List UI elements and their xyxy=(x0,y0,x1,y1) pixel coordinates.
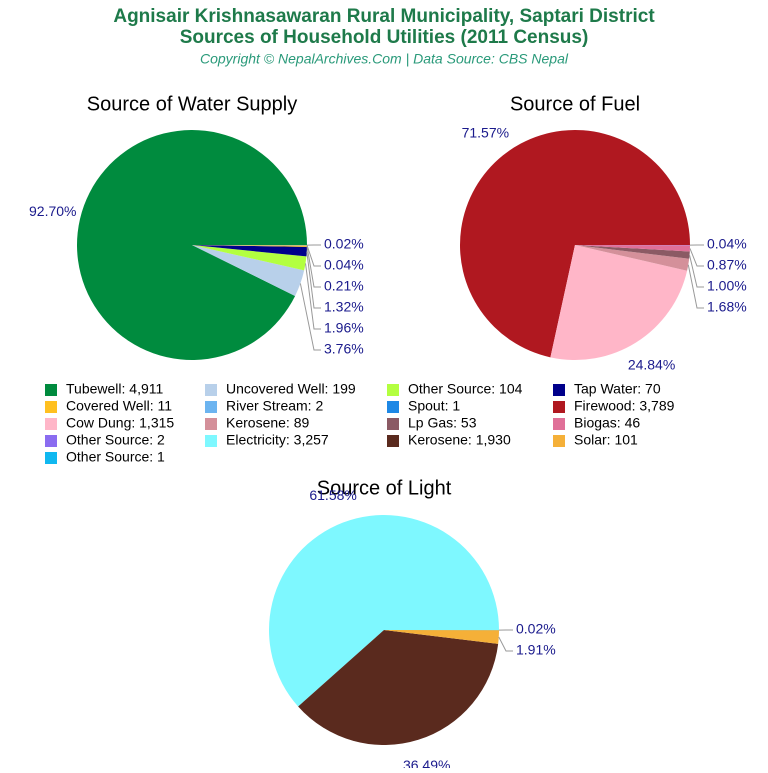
legend-label: Other Source: 1 xyxy=(66,449,165,465)
legend-swatch xyxy=(387,435,399,447)
legend-swatch xyxy=(45,452,57,464)
pie-title: Source of Fuel xyxy=(510,93,640,115)
legend-label: Tap Water: 70 xyxy=(574,381,661,397)
percent-label: 1.91% xyxy=(516,642,556,658)
legend-label: Uncovered Well: 199 xyxy=(226,381,356,397)
legend-swatch xyxy=(45,435,57,447)
legend-swatch xyxy=(387,401,399,413)
legend-swatch xyxy=(387,418,399,430)
legend-swatch xyxy=(45,418,57,430)
legend-label: Firewood: 3,789 xyxy=(574,398,675,414)
leader-line xyxy=(300,283,321,350)
percent-label: 1.68% xyxy=(707,299,747,315)
legend-swatch xyxy=(553,435,565,447)
subtitle: Copyright © NepalArchives.Com | Data Sou… xyxy=(200,51,569,67)
leader-line xyxy=(499,637,513,651)
legend-label: Spout: 1 xyxy=(408,398,460,414)
percent-label: 1.00% xyxy=(707,278,747,294)
legend-swatch xyxy=(553,384,565,396)
percent-label: 0.02% xyxy=(324,236,364,252)
legend-swatch xyxy=(205,401,217,413)
pie-title: Source of Water Supply xyxy=(87,93,297,115)
legend-swatch xyxy=(205,435,217,447)
percent-label: 0.04% xyxy=(324,257,364,273)
title: Agnisair Krishnasawaran Rural Municipali… xyxy=(113,6,655,27)
legend-label: Tubewell: 4,911 xyxy=(66,381,163,397)
legend-label: Other Source: 104 xyxy=(408,381,523,397)
legend-label: Other Source: 2 xyxy=(66,432,165,448)
legend-label: Covered Well: 11 xyxy=(66,398,172,414)
legend-label: Biogas: 46 xyxy=(574,415,640,431)
legend-label: Solar: 101 xyxy=(574,432,638,448)
leader-line xyxy=(688,265,704,308)
percent-label: 0.04% xyxy=(707,236,747,252)
percent-label: 92.70% xyxy=(29,203,76,219)
percent-label: 0.87% xyxy=(707,257,747,273)
legend-label: Cow Dung: 1,315 xyxy=(66,415,174,431)
legend-label: Lp Gas: 53 xyxy=(408,415,477,431)
legend-label: Kerosene: 89 xyxy=(226,415,309,431)
legend-swatch xyxy=(45,384,57,396)
legend-swatch xyxy=(387,384,399,396)
percent-label: 3.76% xyxy=(324,341,364,357)
percent-label: 1.32% xyxy=(324,299,364,315)
percent-label: 0.02% xyxy=(516,621,556,637)
title: Sources of Household Utilities (2011 Cen… xyxy=(180,27,589,48)
legend-swatch xyxy=(205,384,217,396)
legend-label: River Stream: 2 xyxy=(226,398,323,414)
leader-line xyxy=(690,248,704,266)
legend-swatch xyxy=(553,418,565,430)
legend-label: Kerosene: 1,930 xyxy=(408,432,511,448)
legend-swatch xyxy=(205,418,217,430)
percent-label: 1.96% xyxy=(324,320,364,336)
percent-label: 24.84% xyxy=(628,356,675,372)
percent-label: 36.49% xyxy=(403,757,450,768)
legend-swatch xyxy=(45,401,57,413)
percent-label: 71.57% xyxy=(462,124,509,140)
percent-label: 0.21% xyxy=(324,278,364,294)
percent-label: 61.58% xyxy=(309,487,356,503)
legend-label: Electricity: 3,257 xyxy=(226,432,329,448)
pie-slice xyxy=(77,130,307,360)
legend-swatch xyxy=(553,401,565,413)
